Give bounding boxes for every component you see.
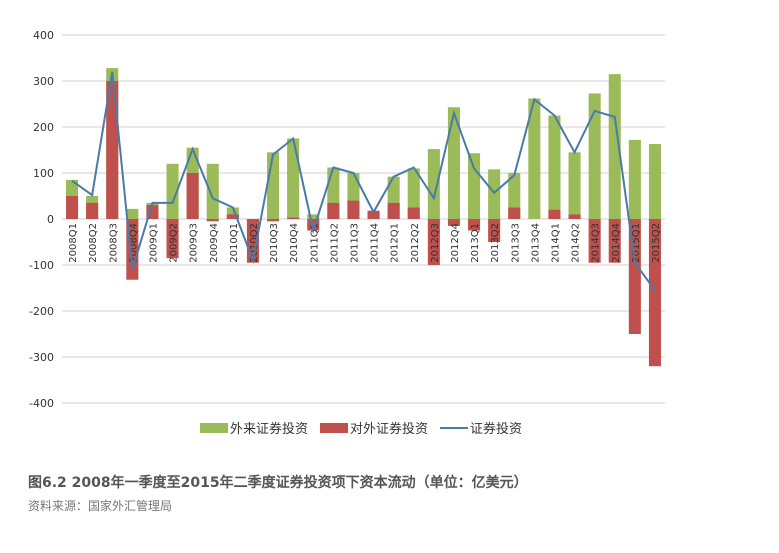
bar (488, 169, 501, 219)
bar (468, 219, 481, 231)
legend-swatch (320, 423, 349, 433)
bar (648, 144, 661, 219)
x-tick-label: 2009Q4 (209, 223, 220, 263)
bar (287, 138, 300, 219)
bar (307, 214, 320, 219)
bar (568, 152, 581, 219)
bar (548, 209, 561, 219)
bar (86, 202, 99, 219)
legend-label: 外来证券投资 (230, 421, 308, 437)
x-tick-label: 2014Q4 (611, 223, 622, 263)
x-tick-label: 2011Q1 (309, 223, 320, 263)
x-tick-label: 2012Q3 (430, 223, 441, 263)
bar (608, 74, 621, 219)
y-tick-label: -400 (29, 397, 54, 410)
y-tick-label: 200 (33, 121, 54, 134)
line (71, 71, 656, 291)
bar (588, 93, 601, 219)
bar (327, 202, 340, 219)
bar (226, 207, 239, 219)
bar (287, 217, 300, 219)
x-tick-label: 2011Q4 (370, 223, 381, 263)
x-tick-label: 2009Q2 (169, 223, 180, 263)
bar (226, 214, 239, 219)
y-tick-label: 400 (33, 29, 54, 42)
bar (206, 163, 219, 219)
bar (126, 208, 139, 219)
bar (628, 139, 641, 219)
bar (166, 219, 179, 259)
bar (367, 210, 380, 219)
bar (387, 202, 400, 219)
x-tick-label: 2009Q1 (148, 223, 159, 263)
bar (508, 207, 521, 219)
x-tick-label: 2013Q1 (470, 223, 481, 263)
bar (106, 81, 119, 219)
legend-swatch (200, 423, 228, 433)
bar (447, 219, 460, 226)
x-tick-label: 2008Q3 (108, 223, 119, 263)
x-tick-label: 2010Q1 (229, 223, 240, 263)
x-tick-label: 2013Q2 (490, 223, 501, 263)
x-tick-label: 2008Q1 (68, 223, 79, 263)
x-tick-label: 2011Q3 (349, 223, 360, 263)
x-tick-label: 2010Q3 (269, 223, 280, 263)
legend-label: 对外证券投资 (350, 421, 428, 437)
x-tick-label: 2015Q2 (651, 223, 662, 263)
bar (347, 200, 360, 219)
bar (267, 219, 280, 222)
x-tick-label: 2011Q2 (329, 223, 340, 263)
bar (407, 168, 420, 219)
bar (307, 219, 320, 231)
x-tick-label: 2010Q2 (249, 223, 260, 263)
legend-label: 证券投资 (470, 421, 522, 437)
y-tick-label: -300 (29, 351, 54, 364)
bar (648, 219, 661, 367)
x-tick-label: 2012Q4 (450, 223, 461, 263)
y-tick-label: 0 (47, 213, 54, 226)
x-tick-label: 2014Q2 (571, 223, 582, 263)
bar (568, 214, 581, 219)
source-note: 资料来源：国家外汇管理局 (28, 498, 172, 513)
bar (548, 115, 561, 219)
y-tick-label: -200 (29, 305, 54, 318)
x-tick-label: 2009Q3 (189, 223, 200, 263)
bar (447, 107, 460, 219)
chart-title: 图6.2 2008年一季度至2015年二季度证券投资项下资本流动（单位：亿美元） (28, 474, 528, 491)
x-tick-label: 2015Q1 (631, 223, 642, 263)
x-tick-label: 2010Q4 (289, 223, 300, 263)
y-tick-label: 300 (33, 75, 54, 88)
x-tick-label: 2013Q4 (530, 223, 541, 263)
x-tick-label: 2008Q2 (88, 223, 99, 263)
bar (66, 196, 79, 219)
y-tick-label: -100 (29, 259, 54, 272)
bar (186, 173, 199, 219)
x-tick-label: 2008Q4 (128, 223, 139, 263)
x-tick-label: 2012Q1 (390, 223, 401, 263)
x-tick-label: 2014Q3 (591, 223, 602, 263)
bar (166, 163, 179, 219)
bar (206, 219, 219, 222)
bar (488, 219, 501, 242)
bar (427, 219, 440, 265)
x-tick-label: 2013Q3 (510, 223, 521, 263)
bar (468, 153, 481, 219)
bar (407, 207, 420, 219)
x-tick-label: 2014Q1 (550, 223, 561, 263)
bar (528, 98, 541, 219)
bar (608, 219, 621, 263)
x-tick-label: 2012Q2 (410, 223, 421, 263)
bar (588, 219, 601, 263)
y-tick-label: 100 (33, 167, 54, 180)
bar (427, 149, 440, 219)
bar (267, 152, 280, 219)
